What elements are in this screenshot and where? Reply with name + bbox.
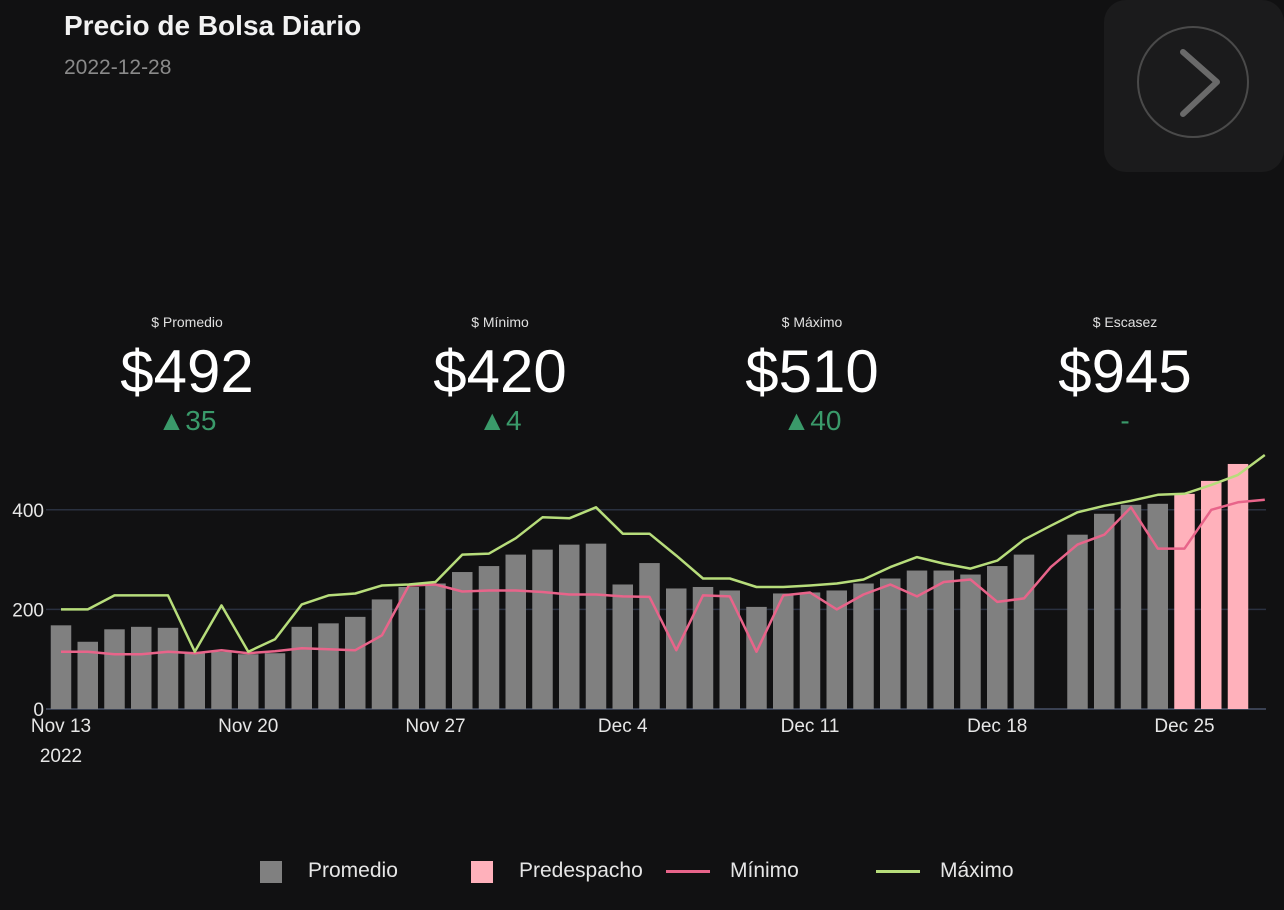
x-tick-label: Nov 27 — [405, 716, 465, 737]
bar-promedio — [880, 578, 901, 709]
x-tick-label: Dec 11 — [781, 716, 840, 737]
next-button-circle[interactable] — [1137, 26, 1249, 138]
kpi-delta: ▲4 — [478, 405, 522, 436]
x-tick-year-label: 2022 — [40, 746, 82, 767]
x-tick-label: Nov 13 — [31, 716, 91, 737]
bar-promedio — [131, 626, 152, 709]
legend-swatch-minimo — [666, 870, 710, 873]
line-maximo — [61, 453, 1266, 653]
bar-promedio — [585, 543, 607, 709]
bar-promedio — [773, 593, 794, 709]
kpi-escasez: $ Escasez $945 - — [995, 314, 1255, 436]
bar-promedio — [960, 574, 981, 709]
bar-promedio — [987, 566, 1008, 709]
bar-promedio — [933, 570, 954, 709]
bar-promedio — [719, 590, 740, 709]
x-tick-label: Nov 20 — [218, 716, 278, 737]
bar-promedio — [157, 627, 179, 709]
next-button[interactable] — [1104, 0, 1284, 172]
bar-promedio — [291, 626, 312, 709]
legend-label: Máximo — [940, 859, 1014, 882]
kpi-minimo: $ Mínimo $420 ▲4 — [370, 314, 630, 436]
kpi-delta: - — [1120, 405, 1130, 436]
kpi-value: $945 — [1058, 338, 1192, 405]
bar-promedio — [746, 606, 767, 709]
bar-promedio — [478, 566, 500, 709]
legend-label: Promedio — [308, 859, 398, 882]
legend-swatch-predespacho — [471, 861, 493, 883]
kpi-label: $ Mínimo — [471, 314, 529, 330]
legend-label: Mínimo — [730, 859, 799, 882]
bar-promedio — [398, 586, 419, 709]
line-minimo — [61, 498, 1265, 656]
bar-promedio — [238, 654, 259, 709]
kpi-value: $492 — [120, 338, 254, 405]
bar-promedio — [318, 623, 339, 709]
kpi-label: $ Máximo — [781, 314, 843, 330]
bar-promedio — [104, 629, 125, 709]
bar-predespacho — [1174, 493, 1195, 709]
bar-promedio — [50, 625, 72, 709]
bar-promedio — [425, 583, 446, 709]
y-tick-label: 400 — [12, 501, 44, 522]
chart-legend: Promedio Predespacho Mínimo Máximo — [0, 858, 1284, 886]
bar-promedio — [826, 590, 847, 709]
bar-promedio — [1013, 554, 1035, 709]
bar-promedio — [184, 653, 205, 709]
bar-promedio — [1120, 504, 1142, 709]
bar-promedio — [612, 584, 633, 709]
legend-swatch-maximo — [876, 870, 920, 873]
bar-promedio — [1067, 534, 1088, 709]
page-title: Precio de Bolsa Diario — [64, 10, 362, 41]
bar-promedio — [692, 586, 714, 709]
bar-promedio — [559, 544, 580, 709]
bar-promedio — [532, 549, 553, 709]
bar-promedio — [906, 570, 928, 709]
x-tick-label: Dec 18 — [967, 716, 1027, 737]
kpi-maximo: $ Máximo $510 ▲40 — [682, 314, 942, 436]
legend-swatch-promedio — [260, 861, 282, 883]
bar-promedio — [639, 563, 660, 709]
kpi-promedio: $ Promedio $492 ▲35 — [57, 314, 317, 436]
bar-promedio — [799, 592, 821, 709]
y-tick-label: 0 — [33, 700, 44, 721]
bar-promedio — [264, 653, 286, 709]
bar-predespacho — [1227, 463, 1249, 709]
bar-promedio — [345, 616, 366, 709]
page-date: 2022-12-28 — [64, 56, 172, 79]
kpi-delta: ▲40 — [782, 405, 842, 436]
bar-promedio — [1147, 503, 1168, 709]
bar-promedio — [211, 651, 232, 709]
bar-promedio — [77, 641, 98, 709]
bar-predespacho — [1201, 480, 1222, 709]
kpi-label: $ Escasez — [1092, 314, 1158, 330]
kpi-delta: ▲35 — [157, 405, 217, 436]
x-tick-label: Dec 4 — [598, 716, 648, 737]
x-tick-label: Dec 25 — [1154, 716, 1214, 737]
legend-label: Predespacho — [519, 859, 643, 882]
kpi-value: $510 — [745, 338, 879, 405]
kpi-value: $420 — [433, 338, 567, 405]
chevron-right-icon — [1180, 49, 1220, 117]
bar-promedio — [371, 599, 393, 709]
bar-promedio — [853, 583, 874, 709]
bar-promedio — [452, 572, 473, 709]
bar-promedio — [505, 554, 526, 709]
bar-promedio — [1094, 513, 1115, 709]
kpi-label: $ Promedio — [151, 314, 223, 330]
y-tick-label: 200 — [12, 600, 44, 621]
